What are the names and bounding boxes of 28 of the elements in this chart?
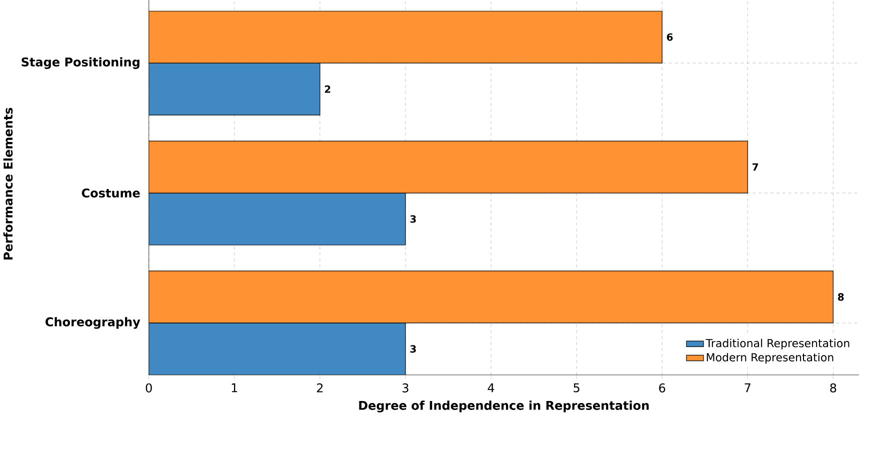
bar — [148, 10, 662, 64]
x-tick-label: 1 — [232, 383, 238, 392]
x-tick-label: 4 — [488, 383, 494, 392]
x-tick-label: 5 — [574, 383, 580, 392]
x-tick-label: 0 — [146, 383, 152, 392]
x-axis-title: Degree of Independence in Representation — [359, 400, 649, 412]
data-label: 3 — [410, 345, 416, 353]
x-tick-label: 8 — [830, 383, 836, 392]
bar — [148, 270, 834, 324]
bar — [148, 140, 748, 194]
x-tick-label: 2 — [316, 383, 323, 392]
legend-label: Modern Representation — [706, 352, 834, 364]
x-tick-label: 3 — [402, 383, 408, 392]
data-label: 7 — [752, 163, 758, 171]
x-tick-label: 7 — [744, 383, 750, 392]
bar — [148, 62, 320, 116]
y-tick-label: Stage Positioning — [22, 57, 140, 69]
legend-label: Traditional Representation — [706, 338, 850, 350]
data-label: 2 — [324, 85, 330, 93]
data-label: 3 — [410, 215, 416, 223]
y-tick-label: Choreography — [46, 317, 140, 329]
bar — [148, 322, 406, 375]
y-axis-title: Performance Elements — [3, 108, 13, 260]
data-label: 8 — [838, 293, 844, 301]
y-tick-label: Costume — [82, 188, 140, 198]
data-label: 6 — [666, 33, 673, 41]
x-tick-label: 6 — [659, 383, 666, 392]
bar — [148, 192, 406, 246]
